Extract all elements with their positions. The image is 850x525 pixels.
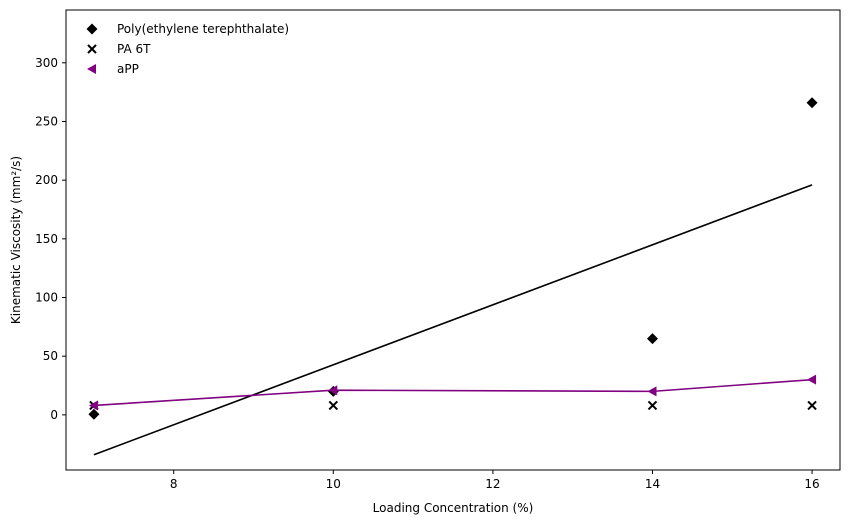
series-layer xyxy=(88,97,818,420)
legend-marker xyxy=(87,64,96,74)
legend-entry: aPP xyxy=(87,62,139,76)
x-tick-label: 12 xyxy=(485,477,500,491)
legend-label: PA 6T xyxy=(117,42,151,56)
legend-label: aPP xyxy=(117,62,139,76)
y-tick-label: 100 xyxy=(35,291,58,305)
legend-entry: Poly(ethylene terephthalate) xyxy=(86,22,289,36)
data-point xyxy=(646,333,658,345)
y-tick-label: 200 xyxy=(35,173,58,187)
series-2 xyxy=(88,374,817,411)
x-tick-label: 14 xyxy=(645,477,660,491)
y-tick-label: 50 xyxy=(43,349,58,363)
data-point xyxy=(328,385,338,396)
legend-entry: PA 6T xyxy=(87,42,151,56)
legend-label: Poly(ethylene terephthalate) xyxy=(117,22,289,36)
y-tick-label: 150 xyxy=(35,232,58,246)
x-tick-label: 8 xyxy=(170,477,178,491)
data-point xyxy=(807,400,817,411)
legend-marker xyxy=(86,23,98,35)
series-line xyxy=(93,378,813,407)
y-axis-label: Kinematic Viscosity (mm²/s) xyxy=(9,156,23,324)
y-tick-label: 250 xyxy=(35,114,58,128)
fit-lines xyxy=(93,184,813,456)
y-tick-label: 0 xyxy=(50,408,58,422)
plot-area xyxy=(65,9,841,471)
x-tick-label: 16 xyxy=(804,477,819,491)
x-tick-label: 10 xyxy=(326,477,341,491)
legend-marker xyxy=(87,44,97,54)
data-point xyxy=(328,400,339,411)
data-point xyxy=(647,386,657,397)
data-point xyxy=(807,374,817,385)
y-tick-label: 300 xyxy=(35,56,58,70)
x-axis-label: Loading Concentration (%) xyxy=(373,501,534,515)
legend: Poly(ethylene terephthalate) PA 6T aPP xyxy=(86,22,289,76)
data-point xyxy=(647,400,658,411)
data-point xyxy=(88,400,98,411)
y-axis-ticks: 0 50 100 150 200 250 300 xyxy=(35,56,66,422)
x-axis-ticks: 8 10 12 14 16 xyxy=(170,470,820,491)
data-point xyxy=(88,408,100,420)
trend-line xyxy=(93,184,813,456)
data-point xyxy=(806,97,818,109)
